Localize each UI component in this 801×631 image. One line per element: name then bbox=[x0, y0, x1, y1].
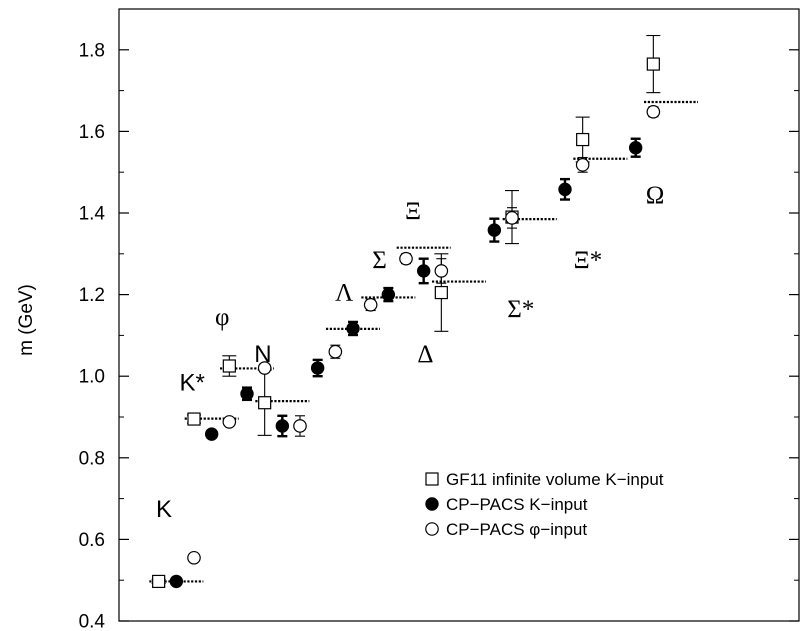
particle-label: N bbox=[254, 341, 271, 368]
cppacs-k-point bbox=[487, 223, 502, 237]
cppacs-k-point bbox=[346, 321, 360, 336]
y-tick-label: 1.0 bbox=[79, 367, 105, 388]
y-tick-label: 1.4 bbox=[79, 204, 106, 225]
cppacs-phi-point bbox=[646, 105, 661, 119]
y-tick-label: 0.6 bbox=[79, 530, 105, 551]
cppacs-k-point bbox=[275, 419, 290, 433]
legend-marker bbox=[425, 472, 439, 486]
plot-frame bbox=[118, 8, 800, 622]
cppacs-k-point bbox=[416, 264, 431, 278]
particle-label: Ξ* bbox=[574, 247, 603, 274]
y-axis-title: m (GeV) bbox=[16, 284, 37, 356]
y-axis: 0.4 0.6 0.8 1.0 1.2 1.4 1.6 1.8 bbox=[79, 40, 799, 631]
legend-label: CP−PACS φ−input bbox=[446, 520, 587, 539]
particle-label: Λ bbox=[335, 280, 353, 307]
particle-labels: K K* φN ΛΣΞ Δ Σ* Ξ* Ω bbox=[156, 182, 664, 523]
particle-label: Ξ bbox=[405, 198, 421, 225]
particle-label: Σ* bbox=[507, 296, 534, 323]
gf11-point bbox=[576, 132, 590, 147]
cppacs-phi-point bbox=[293, 419, 307, 433]
gf11-point bbox=[258, 396, 272, 410]
particle-label: φ bbox=[215, 304, 229, 331]
cppacs-phi-point bbox=[363, 297, 378, 312]
legend-marker bbox=[425, 522, 439, 536]
cppacs-phi-point bbox=[257, 361, 272, 375]
gf11-point bbox=[222, 359, 236, 373]
cppacs-phi-point bbox=[187, 550, 201, 565]
cppacs-phi-point bbox=[222, 415, 237, 429]
cppacs-phi-point bbox=[399, 251, 413, 266]
gf11-point bbox=[152, 574, 166, 589]
cppacs-k-point bbox=[381, 287, 396, 302]
particle-label: Σ bbox=[372, 247, 387, 274]
particle-label: K* bbox=[180, 369, 205, 396]
legend-label: GF11 infinite volume K−input bbox=[446, 470, 664, 489]
cppacs-k-point bbox=[558, 182, 572, 197]
legend: GF11 infinite volume K−input CP−PACS K−in… bbox=[425, 470, 664, 539]
y-tick-label: 1.2 bbox=[79, 285, 105, 306]
cppacs-k-point bbox=[628, 141, 643, 155]
cppacs-phi-point bbox=[328, 344, 343, 359]
cppacs-k-point bbox=[310, 361, 325, 375]
y-tick-label: 0.4 bbox=[79, 612, 106, 631]
y-tick-label: 1.6 bbox=[79, 122, 105, 143]
data-markers bbox=[152, 57, 661, 589]
legend-label: CP−PACS K−input bbox=[446, 495, 588, 514]
legend-marker bbox=[425, 497, 439, 511]
y-tick-label: 1.8 bbox=[79, 40, 105, 61]
gf11-point bbox=[646, 57, 660, 71]
cppacs-k-point bbox=[240, 387, 254, 401]
particle-label: K bbox=[156, 496, 172, 523]
cppacs-phi-point bbox=[505, 211, 519, 225]
cppacs-phi-point bbox=[575, 158, 590, 172]
cppacs-phi-point bbox=[434, 264, 449, 278]
gf11-point bbox=[434, 285, 448, 300]
particle-label: Δ bbox=[417, 341, 433, 368]
gf11-point bbox=[187, 412, 201, 426]
cppacs-k-point bbox=[204, 427, 219, 441]
particle-label: Ω bbox=[646, 182, 665, 209]
y-tick-label: 0.8 bbox=[79, 448, 105, 469]
cppacs-k-point bbox=[169, 574, 184, 589]
